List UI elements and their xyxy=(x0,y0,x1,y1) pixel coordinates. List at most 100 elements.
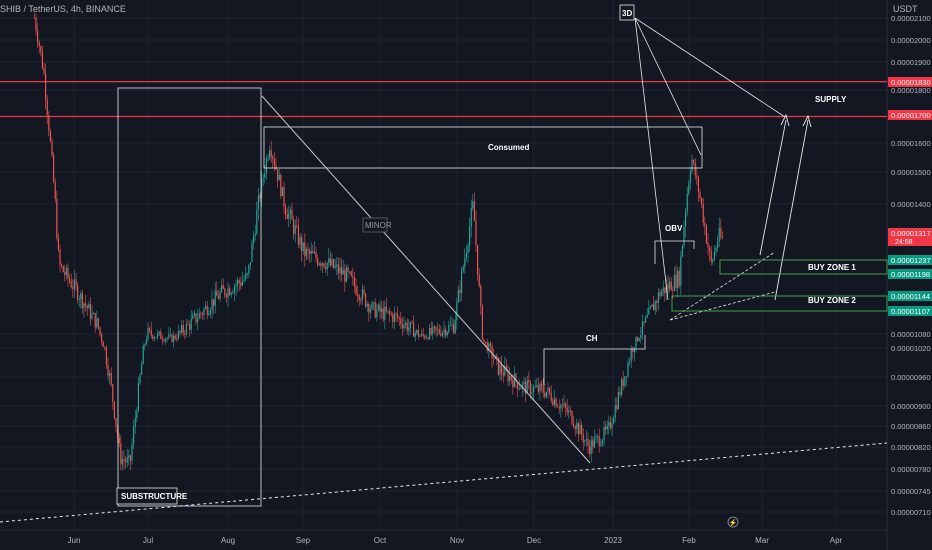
candle-body xyxy=(413,322,415,337)
price-tick-label: 0.00000960 xyxy=(891,373,931,382)
candle-body xyxy=(499,364,501,375)
arrow-head xyxy=(780,113,790,127)
candle-body xyxy=(408,327,410,332)
candle-body xyxy=(136,410,138,419)
candle-body xyxy=(377,304,380,310)
candle-body xyxy=(37,31,39,43)
candle-body xyxy=(33,18,36,19)
candle-body xyxy=(349,271,351,273)
supply-label: SUPPLY xyxy=(815,95,847,104)
candle-body xyxy=(115,418,117,427)
candle-body xyxy=(475,220,477,245)
candle-body xyxy=(651,304,653,307)
candle-body xyxy=(433,326,436,328)
candle-body xyxy=(635,336,637,348)
candle-body xyxy=(462,267,464,271)
candle-body xyxy=(307,248,309,251)
candle-body xyxy=(323,263,325,267)
candle-body xyxy=(617,392,620,409)
candle-body xyxy=(558,406,560,409)
candle-body xyxy=(493,358,495,360)
candle-body xyxy=(208,313,210,315)
candle-body xyxy=(64,272,66,276)
candle-body xyxy=(501,364,503,373)
3d-label-box xyxy=(619,4,635,21)
candle-body xyxy=(358,295,360,301)
candle-body xyxy=(470,208,472,228)
lightning-icon[interactable]: ⚡ xyxy=(729,518,738,527)
price-tag xyxy=(888,228,932,246)
candle-body xyxy=(672,290,674,292)
candle-body xyxy=(299,237,301,245)
price-tick-label: 0.00001400 xyxy=(891,200,931,209)
candle-body xyxy=(696,175,698,178)
candle-body xyxy=(209,310,212,314)
candle-body xyxy=(320,263,322,266)
candle-body xyxy=(547,387,549,392)
candle-body xyxy=(297,225,300,245)
candle-body xyxy=(211,299,213,311)
candle-body xyxy=(152,335,154,339)
candle-body xyxy=(181,325,183,333)
candle-body xyxy=(689,171,692,184)
candle-body xyxy=(576,423,578,429)
candle-body xyxy=(382,308,384,320)
candle-body xyxy=(480,285,482,307)
candle-body xyxy=(329,258,332,266)
candle-body xyxy=(449,324,452,326)
candle-body xyxy=(395,313,397,315)
candle-body xyxy=(595,436,597,439)
candle-body xyxy=(59,249,61,265)
candle-body xyxy=(704,222,706,226)
candle-body xyxy=(710,250,712,262)
candle-body xyxy=(265,158,268,173)
candle-body xyxy=(168,334,170,338)
price-tag-value: 0.00001237 xyxy=(891,256,931,265)
candle-body xyxy=(355,285,357,295)
candle-body xyxy=(113,401,116,419)
price-tick-label: 0.00002000 xyxy=(891,36,931,45)
candle-body xyxy=(465,253,468,258)
candle-body xyxy=(640,334,642,339)
candle-body xyxy=(392,314,394,323)
candle-body xyxy=(685,211,687,227)
substructure-label-box xyxy=(116,487,178,505)
candle-body xyxy=(81,293,84,308)
candle-body xyxy=(613,418,615,424)
candle-body xyxy=(86,305,88,309)
candle-body xyxy=(133,427,135,445)
candle-body xyxy=(715,248,717,252)
candle-body xyxy=(491,345,493,359)
lightning-icon xyxy=(727,516,739,528)
candle-body xyxy=(177,331,180,339)
candle-body xyxy=(256,209,258,234)
candle-body xyxy=(144,344,146,346)
candle-body xyxy=(621,379,623,395)
candle-body xyxy=(675,274,677,289)
candle-body xyxy=(107,364,109,376)
time-tick-label: 2023 xyxy=(604,536,622,545)
candle-body xyxy=(109,373,111,376)
3d-line xyxy=(634,17,786,118)
candle-body xyxy=(165,338,167,342)
candle-body xyxy=(62,266,64,273)
candle-body xyxy=(344,270,346,282)
candle-body xyxy=(161,339,164,341)
candle-body xyxy=(709,247,711,251)
price-tick-label: 0.00001500 xyxy=(891,168,931,177)
candle-body xyxy=(339,267,341,274)
candle-body xyxy=(293,219,295,234)
candle-body xyxy=(566,407,568,413)
candle-body xyxy=(376,309,378,318)
candle-body xyxy=(712,259,714,262)
candle-body xyxy=(397,314,399,318)
candle-body xyxy=(43,68,45,74)
candle-body xyxy=(456,302,458,320)
candle-body xyxy=(83,303,85,308)
candle-body xyxy=(261,178,263,199)
candle-body xyxy=(443,329,445,333)
candle-body xyxy=(214,290,216,306)
candle-body xyxy=(139,374,141,383)
candle-body xyxy=(469,227,471,246)
